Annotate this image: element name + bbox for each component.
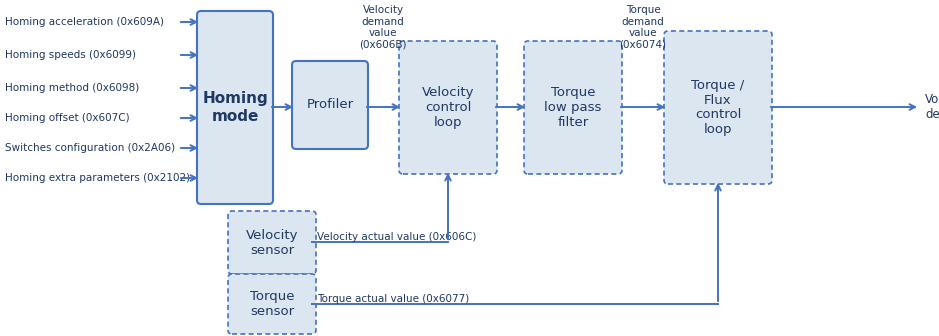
FancyBboxPatch shape <box>292 61 368 149</box>
FancyBboxPatch shape <box>228 274 316 334</box>
Text: Torque
low pass
filter: Torque low pass filter <box>545 86 602 129</box>
Text: Voltage
demand: Voltage demand <box>925 93 939 121</box>
Text: Velocity
demand
value
(0x606B): Velocity demand value (0x606B) <box>360 5 407 50</box>
Text: Homing method (0x6098): Homing method (0x6098) <box>5 83 139 93</box>
FancyBboxPatch shape <box>664 31 772 184</box>
Text: Velocity
sensor: Velocity sensor <box>246 228 299 256</box>
Text: Homing acceleration (0x609A): Homing acceleration (0x609A) <box>5 17 164 27</box>
Text: Switches configuration (0x2A06): Switches configuration (0x2A06) <box>5 143 176 153</box>
Text: Torque actual value (0x6077): Torque actual value (0x6077) <box>317 294 470 304</box>
FancyBboxPatch shape <box>399 41 497 174</box>
Text: Velocity
control
loop: Velocity control loop <box>422 86 474 129</box>
Text: Torque
demand
value
(0x6074): Torque demand value (0x6074) <box>620 5 667 50</box>
Text: Homing extra parameters (0x2102): Homing extra parameters (0x2102) <box>5 173 190 183</box>
Text: Homing
mode: Homing mode <box>202 91 268 124</box>
Text: Homing offset (0x607C): Homing offset (0x607C) <box>5 113 130 123</box>
Text: Torque /
Flux
control
loop: Torque / Flux control loop <box>691 79 745 136</box>
Text: Velocity actual value (0x606C): Velocity actual value (0x606C) <box>317 232 476 242</box>
FancyBboxPatch shape <box>228 211 316 274</box>
FancyBboxPatch shape <box>197 11 273 204</box>
Text: Torque
sensor: Torque sensor <box>250 290 294 318</box>
FancyBboxPatch shape <box>524 41 622 174</box>
Text: Homing speeds (0x6099): Homing speeds (0x6099) <box>5 50 136 60</box>
Text: Profiler: Profiler <box>306 98 354 112</box>
